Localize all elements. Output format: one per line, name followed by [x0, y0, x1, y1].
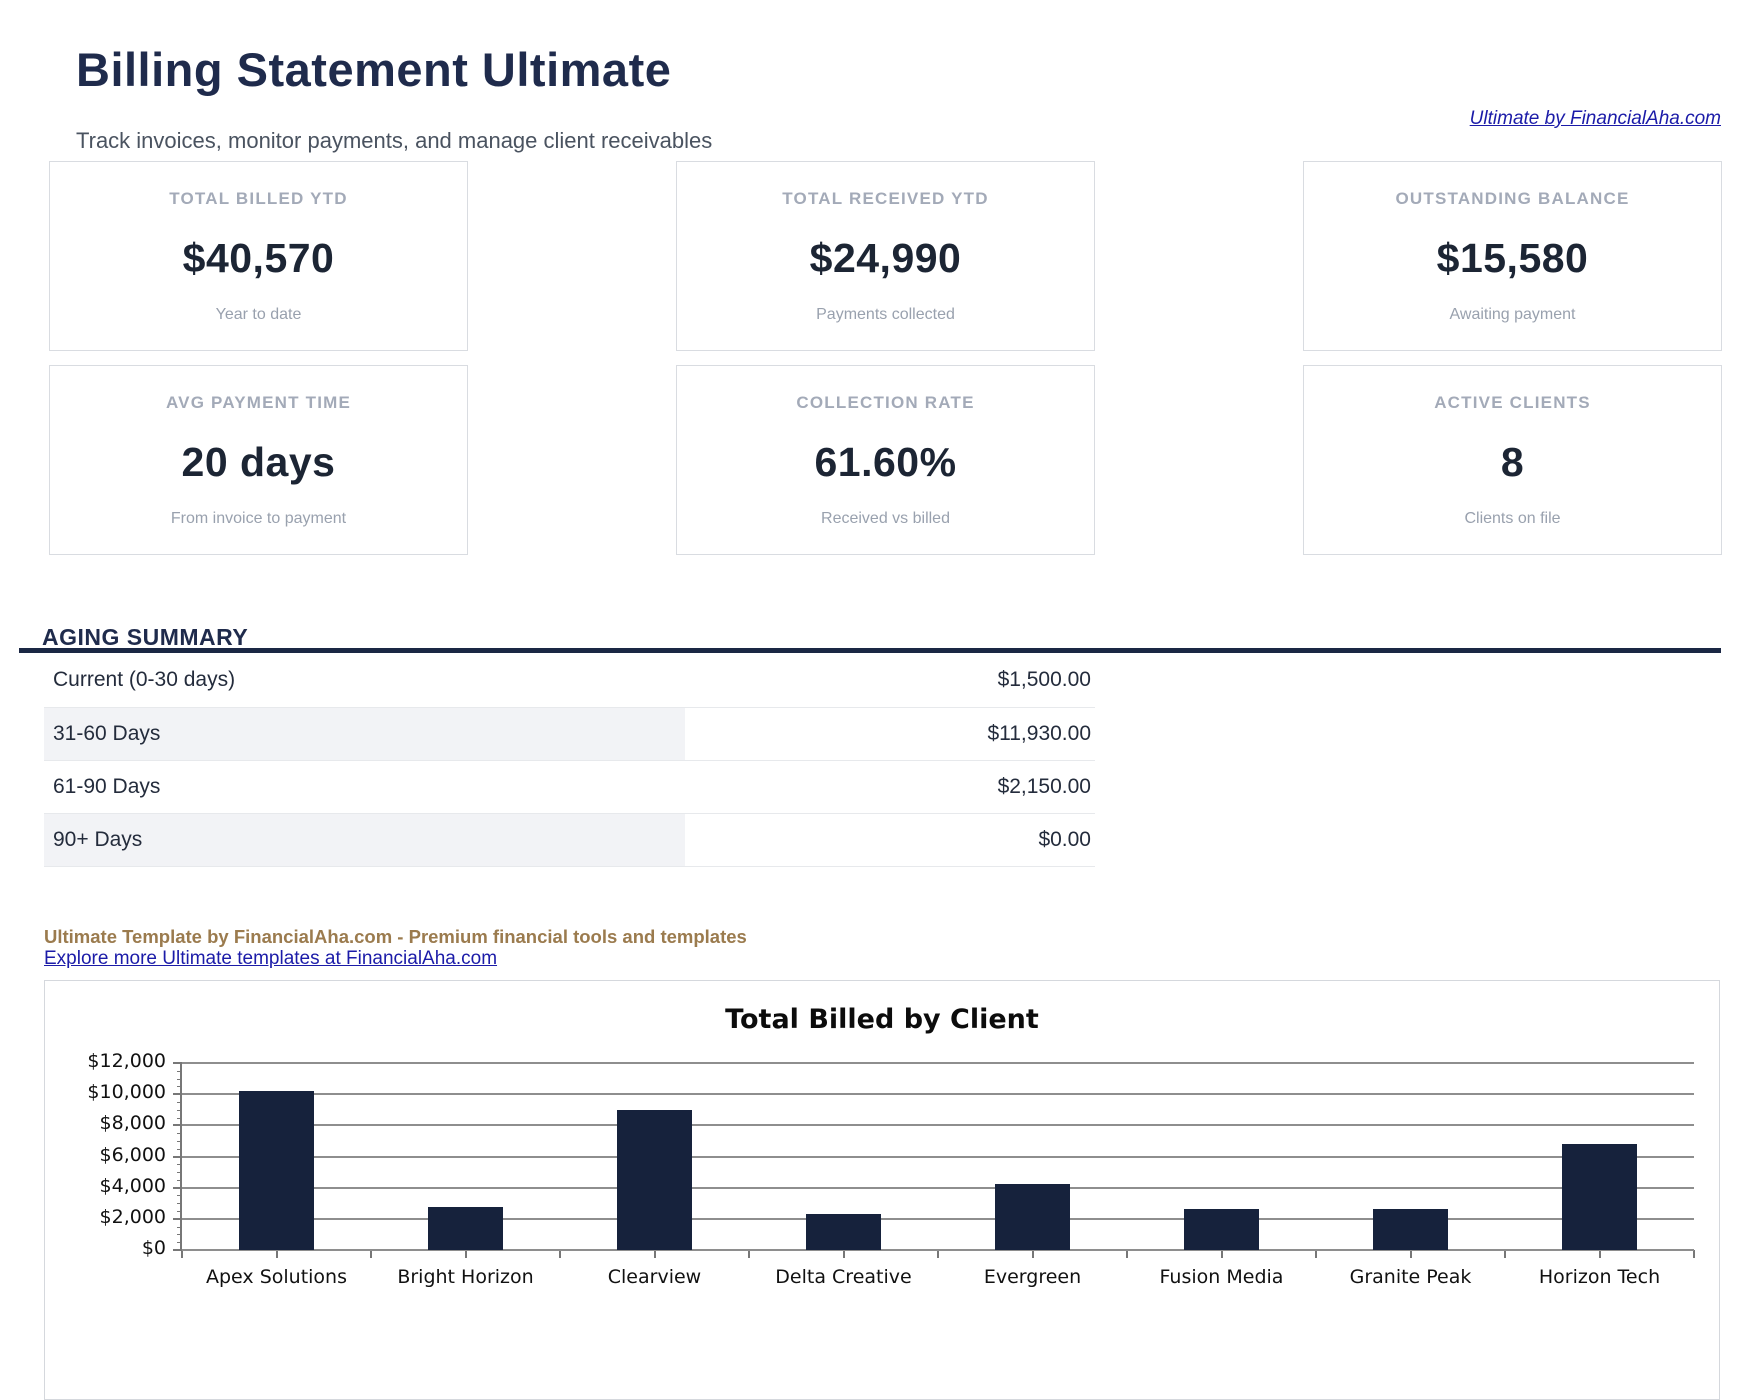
stat-caption: Year to date [215, 306, 302, 323]
aging-bucket-label: Current (0-30 days) [44, 654, 685, 708]
aging-bucket-label: 90+ Days [44, 813, 685, 867]
page-title: Billing Statement Ultimate [76, 43, 672, 97]
stat-value: 8 [1500, 439, 1525, 485]
stat-card-outstanding-balance: OUTSTANDING BALANCE $15,580 Awaiting pay… [1303, 161, 1722, 351]
section-divider [19, 648, 1721, 653]
stat-caption: From invoice to payment [170, 510, 347, 527]
stat-card-collection-rate: COLLECTION RATE 61.60% Received vs bille… [676, 365, 1095, 555]
stat-card-active-clients: ACTIVE CLIENTS 8 Clients on file [1303, 365, 1722, 555]
aging-table-row: Current (0-30 days) $1,500.00 [44, 654, 1095, 708]
aging-table: Current (0-30 days) $1,500.00 31-60 Days… [44, 654, 1095, 867]
chart-title: Total Billed by Client [725, 1004, 1039, 1035]
aging-table-row: 90+ Days $0.00 [44, 813, 1095, 867]
stat-label: OUTSTANDING BALANCE [1395, 189, 1630, 208]
template-tagline: Ultimate Template by FinancialAha.com - … [44, 925, 747, 947]
stat-caption: Awaiting payment [1449, 306, 1576, 323]
aging-bucket-amount: $0.00 [685, 813, 1095, 867]
stat-value: 61.60% [814, 439, 957, 485]
stat-card-total-received: TOTAL RECEIVED YTD $24,990 Payments coll… [676, 161, 1095, 351]
aging-summary-heading: AGING SUMMARY [42, 624, 249, 651]
stat-caption: Clients on file [1464, 510, 1561, 527]
stat-card-avg-payment-time: AVG PAYMENT TIME 20 days From invoice to… [49, 365, 468, 555]
stat-label: TOTAL RECEIVED YTD [782, 189, 989, 208]
stat-label: AVG PAYMENT TIME [165, 393, 352, 412]
page-subtitle: Track invoices, monitor payments, and ma… [76, 128, 713, 153]
aging-bucket-label: 31-60 Days [44, 707, 685, 761]
stat-value: $24,990 [809, 235, 962, 281]
stat-label: TOTAL BILLED YTD [169, 189, 348, 208]
aging-bucket-amount: $11,930.00 [685, 707, 1095, 761]
chart-container [44, 980, 1720, 1400]
brand-link[interactable]: Ultimate by FinancialAha.com [1469, 108, 1721, 129]
stat-caption: Received vs billed [821, 510, 950, 527]
stat-label: ACTIVE CLIENTS [1434, 393, 1591, 412]
aging-bucket-amount: $1,500.00 [685, 654, 1095, 708]
stat-caption: Payments collected [816, 306, 955, 323]
stat-value: $15,580 [1436, 235, 1589, 281]
explore-link[interactable]: Explore more Ultimate templates at Finan… [44, 948, 498, 969]
stats-grid: TOTAL BILLED YTD $40,570 Year to date TO… [49, 161, 1722, 555]
stat-value: 20 days [181, 439, 336, 485]
stat-label: COLLECTION RATE [796, 393, 975, 412]
aging-bucket-amount: $2,150.00 [685, 760, 1095, 814]
stat-card-total-billed: TOTAL BILLED YTD $40,570 Year to date [49, 161, 468, 351]
aging-bucket-label: 61-90 Days [44, 760, 685, 814]
aging-table-row: 31-60 Days $11,930.00 [44, 707, 1095, 761]
stat-value: $40,570 [182, 235, 335, 281]
aging-table-row: 61-90 Days $2,150.00 [44, 760, 1095, 814]
